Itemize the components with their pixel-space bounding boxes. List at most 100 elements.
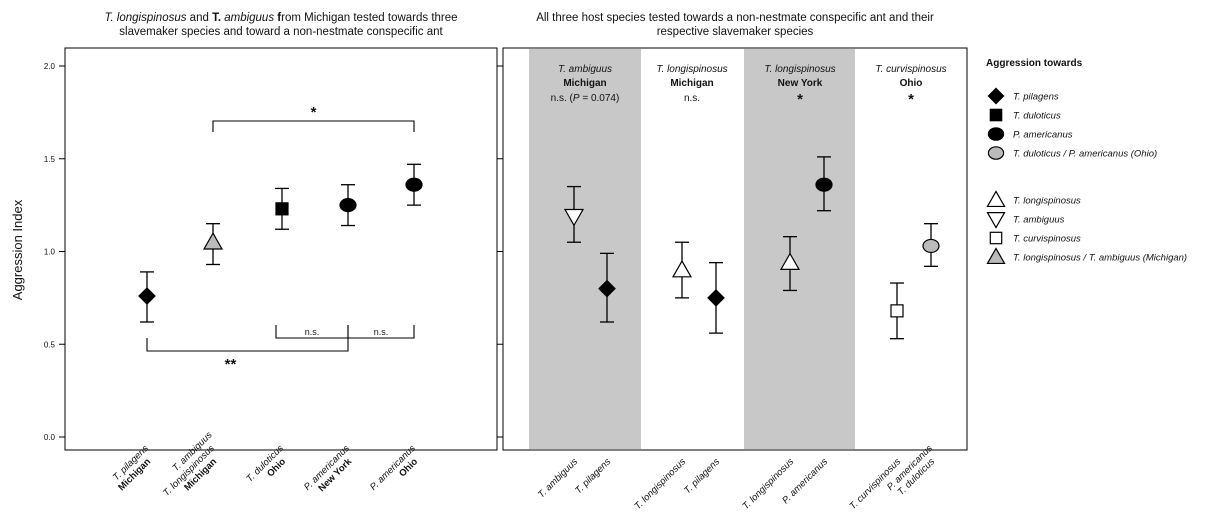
- legend-tri-down-marker: [986, 211, 1006, 229]
- legend-tri-up-marker: [986, 247, 1006, 265]
- right-point: [922, 223, 940, 267]
- tri-down-marker: [563, 208, 585, 227]
- x-tick-species: T. longispinosus: [632, 456, 688, 512]
- legend-label: P. americanus: [1013, 130, 1073, 141]
- subgroup-significance: n.s. (P = 0.074): [551, 93, 620, 104]
- legend-item: T. duloticus: [989, 108, 1061, 122]
- right-point: [815, 156, 833, 212]
- right-panel-title-line: All three host species tested towards a …: [536, 12, 934, 24]
- significance-label: **: [225, 356, 237, 373]
- y-tick-label: 0.0: [44, 433, 56, 442]
- legend-tri-up-marker: [986, 190, 1006, 208]
- left-point: [138, 271, 156, 323]
- diamond-marker: [707, 289, 725, 307]
- x-tick-label: T. longispinosus: [632, 456, 688, 512]
- legend-circle-marker: [987, 127, 1005, 141]
- subgroup-site: Ohio: [900, 78, 923, 89]
- subgroup-site: Michigan: [563, 78, 606, 89]
- legend-square-marker: [989, 108, 1003, 122]
- legend-diamond-marker: [987, 87, 1005, 105]
- x-tick-label: T. pilagens: [573, 456, 613, 496]
- significance-bracket: [347, 325, 415, 339]
- legend-item: T. ambiguus: [986, 211, 1065, 229]
- right-point: [563, 185, 585, 243]
- left-panel-title-line: T. longispinosus and T. ambiguus from Mi…: [104, 12, 457, 24]
- x-tick-label: T. pilagens: [682, 456, 722, 496]
- tri-up-marker: [779, 252, 801, 270]
- legend-item: T. longispinosus / T. ambiguus (Michigan…: [986, 247, 1187, 265]
- right-plot-frame: [502, 47, 968, 451]
- subgroup-band: [744, 49, 855, 449]
- y-axis: 0.0 0.5 1.0 1.5 2.0: [44, 62, 503, 442]
- legend-item: P. americanus: [987, 127, 1073, 141]
- legend-label: T. curvispinosus: [1013, 234, 1081, 245]
- diamond-marker: [598, 279, 616, 298]
- significance-label: *: [311, 104, 317, 121]
- circle-marker: [922, 238, 940, 254]
- subgroup-species: T. ambiguus: [558, 64, 612, 75]
- plot-frames: [64, 47, 968, 451]
- subgroup-species: T. longispinosus: [764, 64, 835, 75]
- circle-marker: [339, 198, 357, 213]
- left-point: [275, 187, 289, 230]
- left-plot-frame: [64, 47, 498, 451]
- legend-item: T. duloticus / P. americanus (Ohio): [987, 146, 1157, 160]
- legend-circle-marker: [987, 146, 1005, 160]
- circle-marker: [405, 177, 423, 192]
- panel-shading: [529, 49, 855, 449]
- significance-label: n.s.: [305, 327, 320, 337]
- legend-item: T. pilagens: [987, 87, 1059, 105]
- x-tick-species: T. ambiguus: [536, 456, 580, 500]
- subgroup-site: New York: [778, 78, 823, 89]
- legend-label: T. longispinosus / T. ambiguus (Michigan…: [1013, 253, 1187, 264]
- significance-bracket: [146, 338, 349, 352]
- legend: T. pilagens T. duloticus P. americanus T. d…: [986, 87, 1187, 265]
- legend-title: Aggression towards: [986, 58, 1083, 69]
- left-point: [339, 184, 357, 227]
- subgroup-species: T. curvispinosus: [875, 64, 946, 75]
- subgroup-significance: n.s.: [684, 93, 700, 104]
- subgroup-significance: *: [908, 91, 914, 108]
- right-point: [890, 282, 904, 340]
- legend-item: T. longispinosus: [986, 190, 1081, 208]
- legend-item: T. curvispinosus: [989, 231, 1081, 245]
- left-panel-title-line: slavemaker species and toward a non-nest…: [119, 26, 443, 38]
- x-tick-species: T. pilagens: [573, 456, 613, 496]
- x-tick-species: T. pilagens: [682, 456, 722, 496]
- square-marker: [890, 304, 904, 318]
- right-point: [671, 241, 693, 299]
- subgroup-species: T. longispinosus: [656, 64, 727, 75]
- significance-brackets: ***n.s. n.s.: [146, 104, 415, 373]
- subgroup-headers: T. ambiguus Michigan n.s. (P = 0.074) T. lo…: [551, 64, 947, 108]
- right-point: [598, 252, 616, 323]
- right-panel-title-line: respective slavemaker species: [657, 26, 814, 38]
- left-point: [202, 223, 224, 266]
- y-tick-label: 2.0: [44, 62, 56, 71]
- tri-up-marker: [671, 259, 693, 278]
- y-tick-label: 1.0: [44, 248, 56, 257]
- subgroup-site: Michigan: [670, 78, 713, 89]
- legend-label: T. duloticus / P. americanus (Ohio): [1013, 149, 1157, 160]
- y-tick-label: 1.5: [44, 155, 56, 164]
- legend-label: T. pilagens: [1013, 92, 1059, 103]
- right-point: [779, 236, 801, 292]
- square-marker: [275, 202, 289, 216]
- legend-label: T. longispinosus: [1013, 196, 1081, 207]
- tri-up-marker: [202, 232, 224, 250]
- x-tick-label: T. ambiguus: [536, 456, 580, 500]
- panel-titles: T. longispinosus and T. ambiguus from Mi…: [104, 12, 934, 38]
- y-axis-label: Aggression Index: [10, 199, 25, 300]
- legend-label: T. duloticus: [1013, 111, 1061, 122]
- significance-bracket: [212, 120, 415, 132]
- data-points: [138, 156, 940, 340]
- legend-square-marker: [989, 231, 1003, 245]
- left-point: [405, 163, 423, 206]
- right-point: [707, 261, 725, 334]
- significance-label: n.s.: [374, 327, 389, 337]
- circle-marker: [815, 177, 833, 192]
- diamond-marker: [138, 287, 156, 305]
